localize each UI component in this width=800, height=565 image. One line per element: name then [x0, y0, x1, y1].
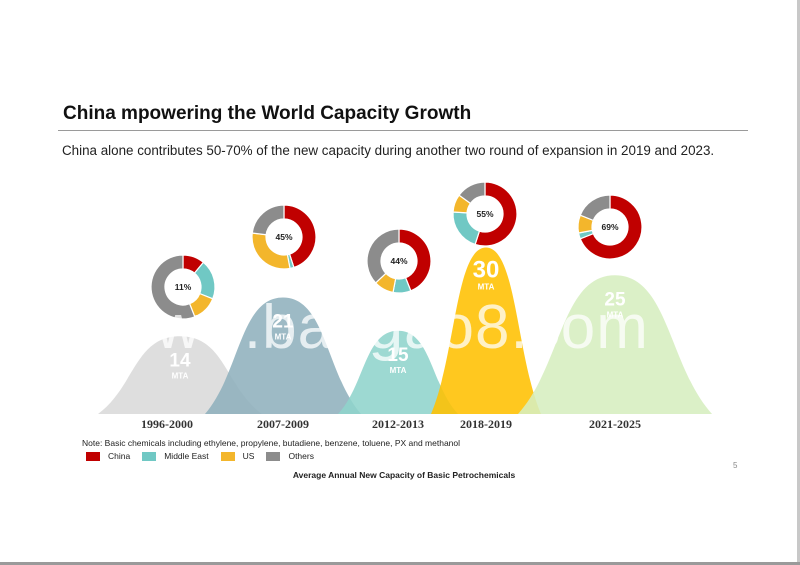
- capacity-hill-2021-2025: [518, 275, 712, 414]
- legend-swatch-others: [266, 451, 281, 461]
- watermark: www.baogao8.com: [110, 293, 649, 362]
- chart-note: Note: Basic chemicals including ethylene…: [82, 438, 461, 448]
- donut-label-1996-2000: 11%: [175, 282, 192, 292]
- chart-caption: Average Annual New Capacity of Basic Pet…: [292, 470, 516, 480]
- legend-swatch-china: [86, 451, 100, 461]
- donut-hole-2012-2013: [381, 243, 417, 279]
- capacity-hill-2018-2019: [431, 247, 541, 414]
- capacity-unit-2018-2019: MTA: [478, 283, 495, 292]
- capacity-hill-2007-2009: [205, 297, 361, 414]
- category-label-2018-2019: 2018-2019: [460, 417, 512, 431]
- category-label-1996-2000: 1996-2000: [141, 417, 193, 431]
- donut-slice-1996-2000-Others: [150, 254, 196, 320]
- capacity-value-1996-2000: 14: [169, 350, 191, 371]
- category-label-2021-2025: 2021-2025: [589, 417, 641, 431]
- category-label-2007-2009: 2007-2009: [257, 417, 309, 431]
- slide-subtitle: China alone contributes 50-70% of the ne…: [62, 143, 715, 158]
- donut-slice-2018-2019-China: [474, 181, 518, 247]
- legend-label-us: US: [242, 451, 255, 461]
- legend-label-china: China: [108, 451, 131, 461]
- category-label-2012-2013: 2012-2013: [372, 417, 424, 431]
- legend-label-middle-east: Middle East: [164, 451, 209, 461]
- slide-edge-bottom: [0, 562, 800, 565]
- slide-title: China mpowering the World Capacity Growt…: [63, 103, 472, 124]
- capacity-value-2021-2025: 25: [604, 289, 626, 310]
- donut-label-2021-2025: 69%: [601, 222, 618, 232]
- donut-hole-2018-2019: [467, 196, 503, 232]
- capacity-unit-2007-2009: MTA: [275, 332, 292, 341]
- donut-hole-2021-2025: [592, 209, 628, 245]
- capacity-value-2018-2019: 30: [473, 257, 500, 284]
- donut-label-2012-2013: 44%: [390, 256, 407, 266]
- legend-swatch-middle-east: [142, 451, 157, 461]
- capacity-unit-2021-2025: MTA: [607, 310, 624, 319]
- legend-label-others: Others: [288, 451, 314, 461]
- capacity-hill-2012-2013: [338, 330, 458, 414]
- donut-label-2018-2019: 55%: [476, 209, 493, 219]
- donut-label-2007-2009: 45%: [275, 232, 292, 242]
- page-number: 5: [733, 461, 738, 470]
- title-divider: [58, 130, 748, 131]
- capacity-unit-2012-2013: MTA: [390, 366, 407, 375]
- donut-hole-2007-2009: [266, 219, 302, 255]
- capacity-value-2012-2013: 15: [387, 345, 409, 366]
- donut-hole-1996-2000: [165, 269, 201, 305]
- capacity-unit-1996-2000: MTA: [172, 371, 189, 380]
- chart-legend: China Middle East US Others: [86, 451, 326, 461]
- capacity-value-2007-2009: 21: [272, 311, 294, 332]
- legend-swatch-us: [220, 451, 235, 461]
- slide-edge-right: [797, 0, 800, 565]
